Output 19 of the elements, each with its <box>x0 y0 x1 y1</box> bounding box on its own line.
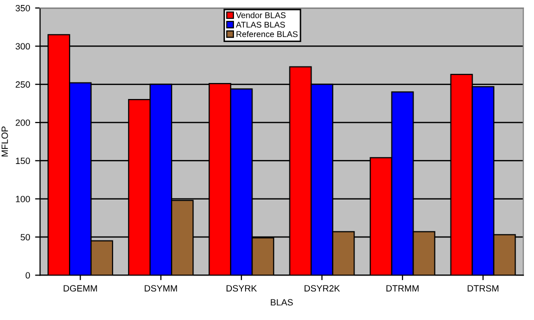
x-tick-label: DSYMM <box>144 285 177 292</box>
y-tick-label: 0 <box>26 272 30 279</box>
x-tick-label: DTRSM <box>468 285 498 292</box>
x-tick-label: DSYR2K <box>304 285 340 292</box>
y-tick-label: 250 <box>16 81 30 88</box>
x-axis-title: BLAS <box>270 299 293 306</box>
x-tick-label: DSYRK <box>226 285 257 292</box>
legend-label: ATLAS BLAS <box>236 22 285 28</box>
x-tick-label: DGEMM <box>64 285 97 292</box>
y-tick-label: 150 <box>16 158 30 164</box>
y-tick-label: 300 <box>16 43 30 50</box>
y-axis-title: MFLOP <box>2 126 8 156</box>
x-tick-label: DTRMM <box>386 285 419 292</box>
legend-label: Reference BLAS <box>236 31 298 38</box>
y-tick-label: 50 <box>20 234 30 240</box>
y-tick-label: 200 <box>16 119 30 126</box>
y-tick-label: 100 <box>16 196 30 202</box>
legend-label: Vendor BLAS <box>236 12 286 18</box>
y-tick-label: 350 <box>16 4 30 12</box>
